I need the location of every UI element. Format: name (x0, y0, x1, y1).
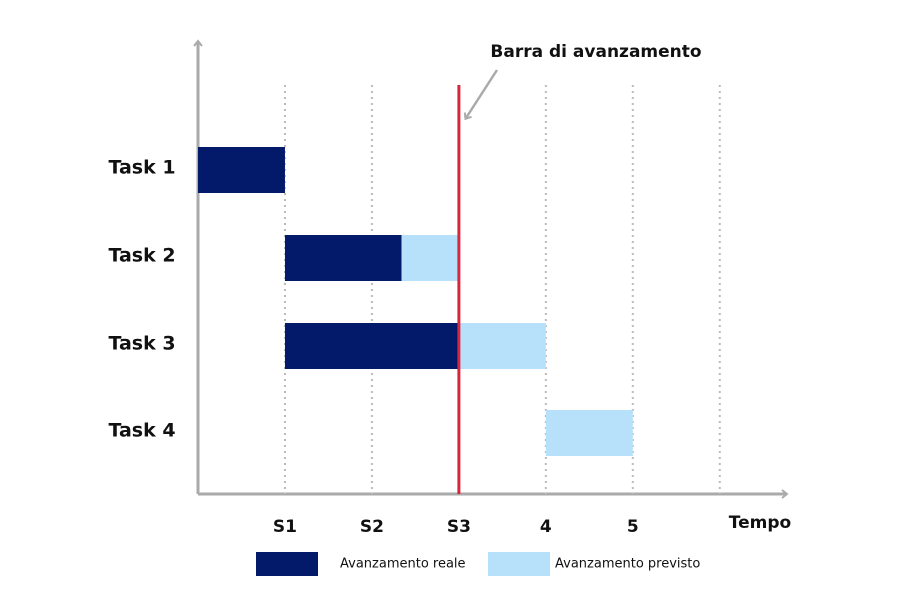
y-tick-label: Task 1 (108, 157, 175, 179)
y-tick-label: Task 2 (108, 245, 175, 267)
bar (401, 235, 459, 281)
legend-label: Avanzamento reale (340, 557, 466, 572)
bar (458, 323, 546, 369)
bar (284, 323, 459, 369)
annotation-arrow (463, 69, 499, 121)
legend-swatch (488, 552, 550, 576)
x-tick-label: 5 (627, 517, 639, 537)
annotation: Barra di avanzamento (490, 42, 701, 62)
y-tick-label: Task 4 (108, 420, 175, 442)
x-tick-label: S2 (360, 517, 384, 537)
bar (198, 147, 285, 193)
legend-swatch (256, 552, 318, 576)
x-tick-label: S3 (447, 517, 471, 537)
x-tick-label: S1 (273, 517, 297, 537)
y-tick-label: Task 3 (108, 333, 175, 355)
bar (284, 235, 402, 281)
bar (545, 410, 633, 456)
x-axis-label: Tempo (729, 513, 791, 533)
x-tick-label: 4 (540, 517, 552, 537)
legend-label: Avanzamento previsto (555, 557, 700, 572)
